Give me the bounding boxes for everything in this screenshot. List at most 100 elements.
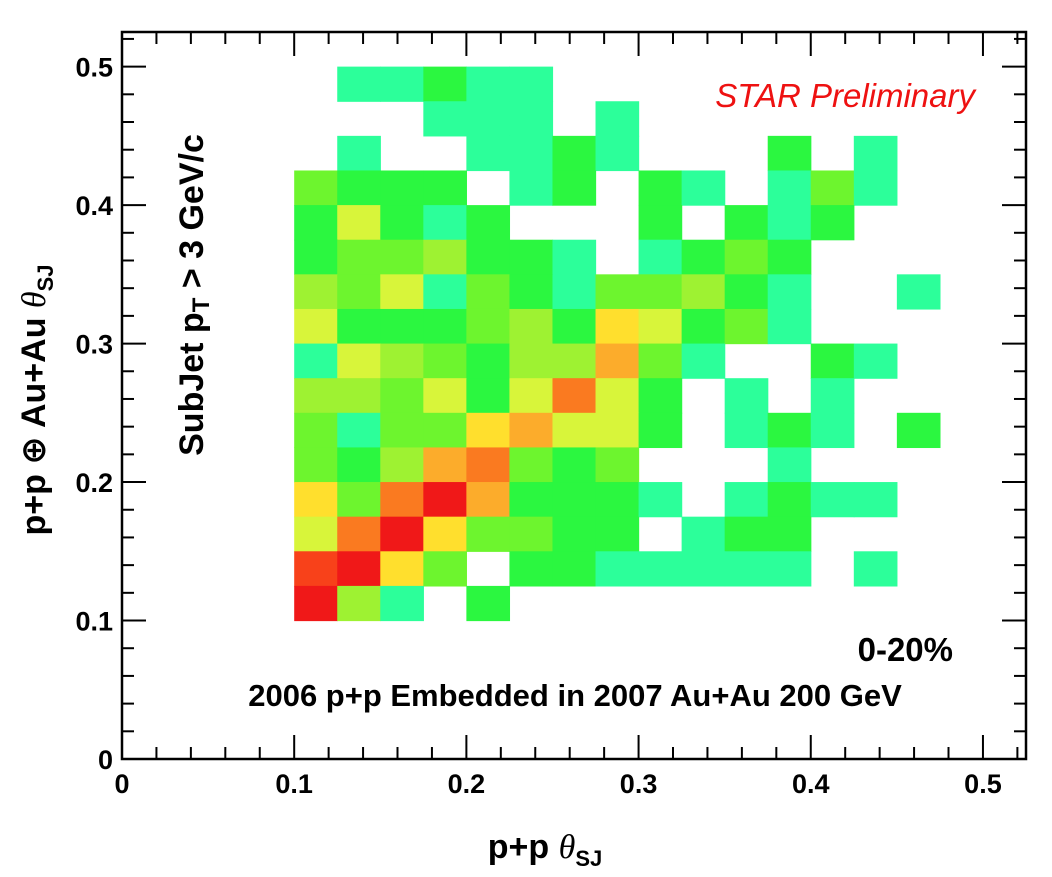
heatmap-bin bbox=[466, 308, 511, 345]
centrality-label: 0-20% bbox=[858, 631, 953, 668]
heatmap-bin bbox=[724, 308, 769, 345]
subjet-cut-label: SubJet pT > 3 GeV/c bbox=[173, 134, 215, 456]
heatmap-bin bbox=[337, 482, 381, 518]
heatmap-bin bbox=[810, 482, 855, 518]
heatmap-bin bbox=[767, 551, 812, 587]
heatmap-bin bbox=[595, 516, 640, 552]
heatmap-bin bbox=[466, 516, 511, 552]
heatmap-bin bbox=[509, 66, 554, 102]
heatmap-bin bbox=[595, 343, 640, 379]
heatmap-bin bbox=[423, 447, 467, 483]
heatmap-bin bbox=[509, 170, 554, 206]
heatmap-bin bbox=[681, 551, 726, 587]
heatmap-bin bbox=[337, 551, 381, 587]
heatmap-bin bbox=[380, 482, 424, 518]
heatmap-bin bbox=[681, 516, 726, 552]
heatmap-bin bbox=[724, 274, 769, 310]
heatmap-bin bbox=[552, 412, 597, 449]
heatmap-bin bbox=[337, 66, 381, 102]
heatmap-bin bbox=[466, 274, 511, 310]
y-tick-label: 0.5 bbox=[75, 53, 113, 83]
heatmap-bin bbox=[509, 101, 554, 137]
heatmap-bin bbox=[337, 516, 381, 552]
heatmap-bin bbox=[509, 343, 554, 379]
y-axis-title: p+p ⊕ Au+Au θSJ bbox=[15, 264, 58, 535]
heatmap-bin bbox=[294, 274, 338, 310]
heatmap-bin bbox=[423, 412, 467, 449]
heatmap-bin bbox=[767, 412, 812, 449]
heatmap-bin bbox=[509, 516, 554, 552]
heatmap-bin bbox=[724, 516, 769, 552]
heatmap-bin bbox=[767, 170, 812, 206]
heatmap-bin bbox=[595, 447, 640, 483]
heatmap-bin bbox=[294, 447, 338, 483]
heatmap-bin bbox=[337, 343, 381, 379]
heatmap-bin bbox=[552, 170, 597, 206]
x-axis-title-sub: SJ bbox=[575, 846, 602, 871]
heatmap-bin bbox=[337, 585, 381, 622]
heatmap-bin bbox=[638, 412, 683, 449]
heatmap-bin bbox=[466, 482, 511, 518]
heatmap-bin bbox=[423, 551, 467, 587]
y-axis-title-prefix: p+p ⊕ Au+Au bbox=[15, 308, 53, 535]
heatmap-bin bbox=[466, 135, 511, 172]
heatmap-bin bbox=[595, 308, 640, 345]
heatmap-bin bbox=[423, 308, 467, 345]
heatmap-bin bbox=[767, 205, 812, 241]
x-tick-label: 0 bbox=[114, 769, 129, 799]
heatmap-bin bbox=[509, 378, 554, 414]
dataset-label: 2006 p+p Embedded in 2007 Au+Au 200 GeV bbox=[248, 678, 902, 713]
heatmap-bin bbox=[810, 205, 855, 241]
heatmap-bin bbox=[294, 378, 338, 414]
heatmap-bin bbox=[595, 482, 640, 518]
heatmap-bin bbox=[294, 239, 338, 275]
heatmap-bin bbox=[380, 343, 424, 379]
heatmap-bin bbox=[681, 170, 726, 206]
x-axis-title-prefix: p+p bbox=[488, 828, 559, 866]
heatmap-bin bbox=[552, 135, 597, 172]
heatmap-bin bbox=[810, 343, 855, 379]
heatmap-bin bbox=[509, 482, 554, 518]
heatmap-bin bbox=[595, 101, 640, 137]
heatmap-bin bbox=[423, 239, 467, 275]
y-axis-title-symbol: θ bbox=[16, 291, 53, 308]
heatmap-bin bbox=[337, 412, 381, 449]
heatmap-bin bbox=[552, 447, 597, 483]
heatmap-bin bbox=[337, 135, 381, 172]
heatmap-bin bbox=[552, 274, 597, 310]
heatmap-bin bbox=[681, 308, 726, 345]
heatmap-bin bbox=[294, 412, 338, 449]
heatmap-bin bbox=[380, 170, 424, 206]
heatmap-bin bbox=[337, 308, 381, 345]
heatmap-bin bbox=[380, 205, 424, 241]
heatmap-bin bbox=[337, 239, 381, 275]
x-tick-label: 0.3 bbox=[620, 769, 658, 799]
heatmap-bin bbox=[638, 308, 683, 345]
heatmap-bin bbox=[380, 274, 424, 310]
heatmap-bin bbox=[423, 516, 467, 552]
x-tick-label: 0.2 bbox=[448, 769, 486, 799]
heatmap-bin bbox=[380, 585, 424, 622]
heatmap-bin bbox=[294, 585, 338, 622]
heatmap-bin bbox=[552, 551, 597, 587]
heatmap-bin bbox=[423, 205, 467, 241]
heatmap-bin bbox=[853, 551, 898, 587]
heatmap-bin bbox=[767, 482, 812, 518]
heatmap-bin bbox=[294, 551, 338, 587]
heatmap-bin bbox=[337, 205, 381, 241]
heatmap-bin bbox=[638, 343, 683, 379]
heatmap-bin bbox=[767, 135, 812, 172]
heatmap-bin bbox=[724, 239, 769, 275]
heatmap-bin bbox=[853, 135, 898, 172]
heatmap-bin bbox=[294, 516, 338, 552]
heatmap-bin bbox=[294, 205, 338, 241]
heatmap-bin bbox=[380, 447, 424, 483]
heatmap-bin bbox=[423, 66, 467, 102]
y-tick-label: 0.2 bbox=[75, 468, 113, 498]
heatmap-bin bbox=[552, 308, 597, 345]
heatmap-bin bbox=[595, 274, 640, 310]
heatmap-bin bbox=[509, 551, 554, 587]
heatmap-bin bbox=[423, 170, 467, 206]
heatmap-bin bbox=[380, 66, 424, 102]
x-tick-label: 0.5 bbox=[964, 769, 1002, 799]
